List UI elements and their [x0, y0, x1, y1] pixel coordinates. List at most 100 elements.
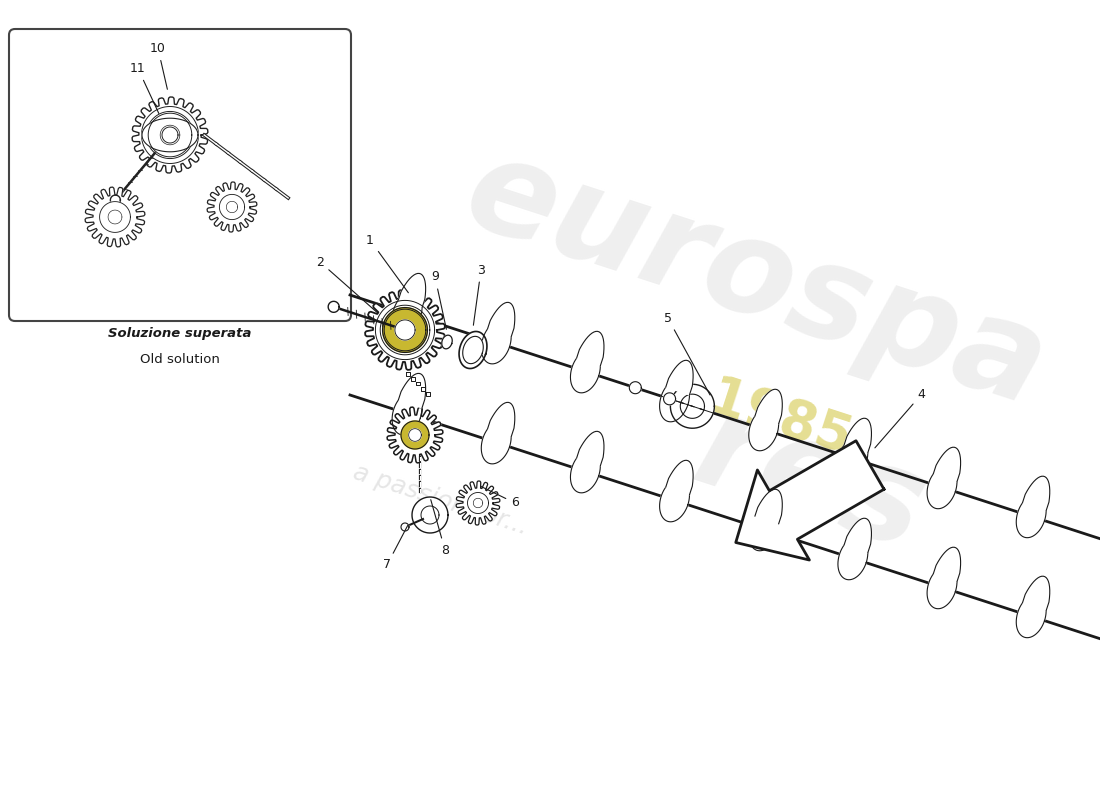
Polygon shape: [396, 408, 419, 419]
Polygon shape: [680, 394, 704, 418]
Polygon shape: [411, 377, 415, 381]
Polygon shape: [108, 210, 122, 224]
Polygon shape: [416, 382, 420, 386]
Polygon shape: [85, 187, 145, 247]
Polygon shape: [752, 423, 776, 435]
Polygon shape: [387, 407, 443, 463]
Polygon shape: [933, 447, 960, 482]
Polygon shape: [442, 335, 452, 349]
Text: 1985: 1985: [702, 373, 858, 467]
Polygon shape: [207, 182, 257, 232]
Polygon shape: [365, 290, 444, 370]
Polygon shape: [402, 523, 409, 531]
Polygon shape: [933, 547, 960, 582]
Polygon shape: [842, 453, 865, 464]
Polygon shape: [574, 366, 597, 378]
Polygon shape: [749, 508, 779, 550]
Polygon shape: [421, 387, 425, 390]
Polygon shape: [670, 384, 714, 428]
Polygon shape: [459, 331, 487, 369]
Text: 10: 10: [150, 42, 167, 90]
Polygon shape: [1022, 576, 1049, 610]
Polygon shape: [736, 441, 884, 560]
Polygon shape: [456, 481, 499, 525]
Polygon shape: [398, 274, 426, 308]
Polygon shape: [1020, 510, 1043, 522]
Polygon shape: [409, 429, 421, 442]
Polygon shape: [162, 127, 178, 143]
Polygon shape: [482, 321, 512, 364]
Polygon shape: [485, 337, 508, 348]
Polygon shape: [666, 360, 693, 395]
Polygon shape: [219, 194, 244, 219]
Polygon shape: [392, 392, 422, 435]
Polygon shape: [755, 390, 782, 424]
Polygon shape: [142, 118, 198, 152]
Polygon shape: [931, 482, 954, 494]
Polygon shape: [574, 466, 597, 478]
Text: Old solution: Old solution: [140, 353, 220, 366]
Polygon shape: [383, 308, 428, 352]
Text: 8: 8: [431, 500, 449, 557]
Text: 4: 4: [874, 388, 925, 448]
Polygon shape: [1016, 595, 1046, 638]
Polygon shape: [842, 553, 865, 564]
Polygon shape: [426, 392, 430, 395]
Polygon shape: [485, 437, 508, 448]
Polygon shape: [463, 336, 483, 364]
Polygon shape: [629, 382, 641, 394]
Polygon shape: [931, 582, 954, 594]
Polygon shape: [663, 494, 686, 506]
Text: a passion for...: a passion for...: [350, 460, 531, 540]
Polygon shape: [395, 320, 415, 340]
Polygon shape: [396, 308, 419, 319]
Polygon shape: [927, 566, 957, 609]
Polygon shape: [571, 450, 601, 493]
Text: 7: 7: [383, 526, 408, 571]
Polygon shape: [412, 497, 448, 533]
Polygon shape: [838, 537, 868, 580]
Polygon shape: [1020, 610, 1043, 622]
Polygon shape: [927, 466, 957, 509]
Polygon shape: [576, 431, 604, 466]
Polygon shape: [132, 97, 208, 173]
Polygon shape: [844, 418, 871, 453]
Polygon shape: [482, 421, 512, 464]
Polygon shape: [227, 202, 238, 213]
Polygon shape: [660, 379, 690, 422]
Polygon shape: [1022, 476, 1049, 510]
Polygon shape: [1016, 495, 1046, 538]
Polygon shape: [838, 437, 868, 480]
Text: 11: 11: [130, 62, 158, 114]
Text: 9: 9: [431, 270, 447, 330]
Polygon shape: [660, 479, 690, 522]
Text: 5: 5: [664, 312, 711, 395]
Polygon shape: [374, 322, 437, 338]
Polygon shape: [571, 350, 601, 393]
Polygon shape: [666, 460, 693, 495]
Polygon shape: [421, 506, 439, 524]
Polygon shape: [110, 195, 120, 205]
Text: 6: 6: [481, 486, 519, 510]
Text: 3: 3: [473, 263, 485, 326]
Polygon shape: [749, 408, 779, 450]
Polygon shape: [100, 202, 131, 232]
Text: Soluzione superata: Soluzione superata: [108, 327, 252, 340]
Polygon shape: [487, 302, 515, 337]
Polygon shape: [663, 394, 686, 406]
Text: 1: 1: [366, 234, 408, 293]
Polygon shape: [752, 523, 776, 535]
Polygon shape: [576, 331, 604, 366]
Polygon shape: [663, 393, 675, 405]
Polygon shape: [398, 374, 426, 408]
Polygon shape: [755, 490, 782, 524]
Polygon shape: [406, 372, 410, 375]
Text: res: res: [680, 383, 942, 577]
Polygon shape: [161, 125, 179, 145]
Polygon shape: [328, 302, 339, 312]
Text: eurospa: eurospa: [450, 126, 1062, 434]
Polygon shape: [402, 421, 429, 449]
FancyBboxPatch shape: [9, 29, 351, 321]
Polygon shape: [468, 493, 488, 514]
Text: 2: 2: [316, 255, 378, 313]
